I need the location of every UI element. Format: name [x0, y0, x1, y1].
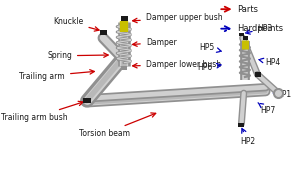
- Text: Trailing arm bush: Trailing arm bush: [1, 101, 83, 122]
- Text: Trailing arm: Trailing arm: [19, 70, 94, 81]
- FancyBboxPatch shape: [121, 66, 127, 70]
- Text: Damper: Damper: [133, 38, 176, 47]
- Text: HP4: HP4: [259, 58, 280, 67]
- Text: Parts: Parts: [237, 5, 258, 14]
- FancyBboxPatch shape: [83, 98, 91, 103]
- Text: HP5: HP5: [199, 43, 221, 52]
- Text: HP1: HP1: [273, 90, 291, 99]
- FancyBboxPatch shape: [238, 123, 244, 127]
- Text: HP6: HP6: [197, 63, 221, 72]
- FancyBboxPatch shape: [255, 72, 260, 77]
- Text: Damper lower bush: Damper lower bush: [133, 60, 221, 69]
- Text: HP3: HP3: [245, 24, 273, 34]
- Text: Knuckle: Knuckle: [53, 17, 99, 31]
- Text: Torsion beam: Torsion beam: [78, 113, 156, 138]
- Text: Hardpoints: Hardpoints: [237, 24, 283, 33]
- FancyBboxPatch shape: [239, 33, 244, 36]
- Text: Spring: Spring: [47, 51, 108, 60]
- FancyBboxPatch shape: [121, 16, 128, 21]
- Text: Damper upper bush: Damper upper bush: [133, 13, 222, 23]
- FancyBboxPatch shape: [243, 36, 248, 40]
- Text: HP7: HP7: [258, 103, 276, 115]
- FancyBboxPatch shape: [100, 30, 106, 35]
- Text: HP2: HP2: [240, 128, 255, 146]
